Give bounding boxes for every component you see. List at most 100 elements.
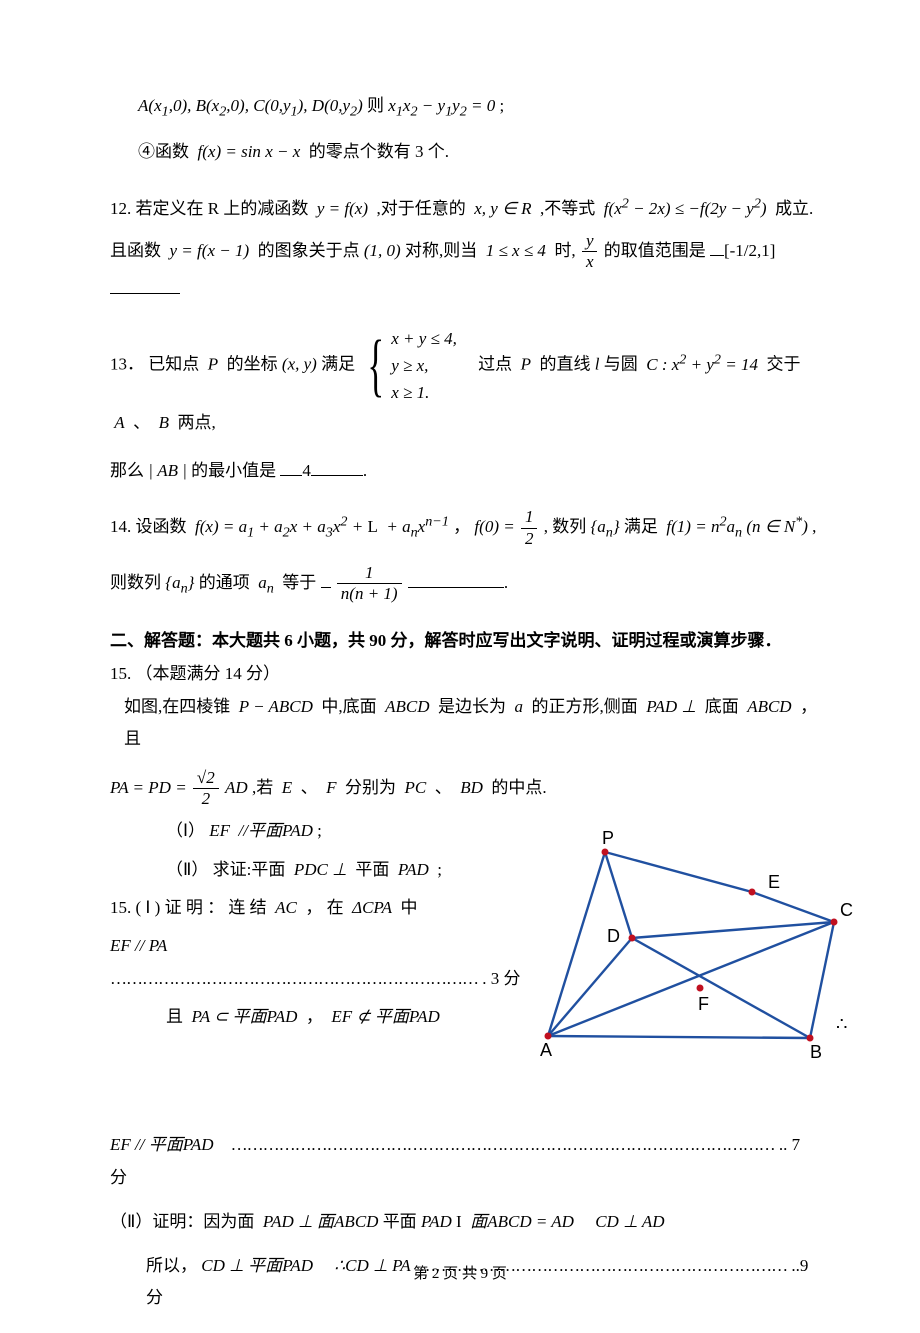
vertex-C — [831, 919, 838, 926]
q14-l2a: 则数列 — [110, 573, 161, 592]
q12-t1: 若定义在 R 上的减函数 — [136, 199, 309, 218]
therefore-symbol: ∴ — [836, 1014, 847, 1034]
edge-D-B — [632, 938, 810, 1038]
sol15-dots1: …………………………………………………………… — [110, 969, 478, 988]
q13-t8: 、 — [133, 413, 150, 432]
sol15-p1c: 中 — [400, 898, 417, 917]
q13-l2a: 那么 — [110, 461, 144, 480]
q15-t11: 、 — [435, 777, 452, 796]
q15-p2: （Ⅱ） — [166, 860, 208, 879]
q14-f0-den: 2 — [521, 529, 538, 549]
q11-line1: A(x1,0), B(x2,0), C(0,y1), D(0,y2) 则 x1x… — [110, 90, 820, 122]
q12-line1: 12. 若定义在 R 上的减函数 y = f(x) ,对于任意的 x, y ∈ … — [110, 193, 820, 225]
vertex-E — [749, 889, 756, 896]
q15-p1: （Ⅰ） — [166, 821, 205, 840]
q12-line2: 且函数 y = f(x − 1) 的图象关于点 (1, 0) 对称,则当 1 ≤… — [110, 231, 820, 305]
q11-line1-mid: 则 — [367, 96, 384, 115]
sol15-p2c: 平面 — [383, 1212, 417, 1231]
q15-t10: 分别为 — [345, 777, 396, 796]
q14-blank-pre — [321, 568, 331, 588]
q15-line1: 如图,在四棱锥 P − ABCD 中,底面 ABCD 是边长为 a 的正方形,侧… — [110, 691, 820, 756]
q11-t4b: 的零点个数有 3 个. — [309, 142, 449, 161]
sol15-l5: （Ⅱ）证明：因为面 PAD ⊥ 面ABCD 平面 PAD I 面ABCD = A… — [110, 1206, 820, 1238]
vertex-D — [629, 935, 636, 942]
page-footer: 第 2 页 共 9 页 — [0, 1262, 920, 1283]
label-B: B — [810, 1042, 822, 1062]
sol15-dots4: ………………………………………………………………………………………… — [231, 1135, 775, 1154]
label-C: C — [840, 900, 853, 920]
q13-t3: 满足 — [321, 355, 355, 374]
q14-line2: 则数列 {an} 的通项 an 等于 1n(n + 1) . — [110, 563, 820, 605]
q12-t3: ,不等式 — [540, 199, 595, 218]
vertex-P — [602, 849, 609, 856]
q13-t9: 两点, — [178, 413, 216, 432]
q12-t8: 时, — [554, 241, 575, 260]
vertex-A — [545, 1033, 552, 1040]
q14-l2b: 的通项 — [199, 573, 250, 592]
edge-B-C — [810, 922, 834, 1038]
label-F: F — [698, 994, 709, 1014]
q13-t6: 与圆 — [604, 355, 638, 374]
q12-blank-post — [110, 274, 180, 294]
q13-blank-post — [311, 456, 363, 476]
sol15-p1a: ( Ⅰ ) 证 明 ： 连 结 — [136, 898, 267, 917]
q14-ans-den: n(n + 1) — [337, 584, 402, 604]
q15-t3: 是边长为 — [438, 697, 506, 716]
q13-line2: 那么 | AB | 的最小值是 4. — [110, 455, 820, 487]
q12-blank-pre — [710, 236, 724, 256]
sol15-num: 15. — [110, 898, 131, 917]
label-D: D — [607, 926, 620, 946]
q15-t6: 底面 — [705, 697, 739, 716]
pyramid-figure: PECDFAB∴ — [490, 830, 860, 1070]
q15-p2t: 求证:平面 — [213, 860, 286, 879]
sol15-p1b: ， 在 — [305, 898, 343, 917]
q15-p2b: 平面 — [355, 860, 389, 879]
edge-A-C — [548, 922, 834, 1036]
label-A: A — [540, 1040, 552, 1060]
q14-t2: ， — [453, 517, 470, 536]
edge-A-D — [548, 938, 632, 1036]
sol15-l3a: 且 — [166, 1007, 183, 1026]
q13-answer: 4 — [302, 461, 311, 480]
sol15-p2a: （Ⅱ）证明：因为面 — [110, 1212, 254, 1231]
q12-t5: 且函数 — [110, 241, 161, 260]
sol15-l3c: ， — [306, 1007, 323, 1026]
q14-ans-num: 1 — [337, 563, 402, 584]
edge-E-C — [752, 892, 834, 922]
q11-line1-end: ; — [500, 96, 505, 115]
q12-t6: 的图象关于点 — [258, 241, 360, 260]
edge-P-A — [548, 852, 605, 1036]
q14-t4: 满足 — [624, 517, 658, 536]
q13-t1: 已知点 — [148, 355, 199, 374]
q14-t3: , 数列 — [544, 517, 587, 536]
q15-head: 15. （本题满分 14 分） — [110, 663, 820, 685]
q12-t2: ,对于任意的 — [377, 199, 466, 218]
q11-line2: ④函数 f(x) = sin x − x 的零点个数有 3 个. — [110, 136, 820, 168]
vertex-F — [697, 985, 704, 992]
q14-f0-num: 1 — [521, 507, 538, 528]
edge-D-C — [632, 922, 834, 938]
q12-t7: 对称,则当 — [405, 241, 477, 260]
vertex-B — [807, 1035, 814, 1042]
q15-t12: 的中点. — [491, 777, 546, 796]
q15-p2-end: ; — [437, 860, 442, 879]
q15-line2: PA = PD = √22 AD ,若 E 、 F 分别为 PC 、 BD 的中… — [110, 768, 820, 810]
edge-A-B — [548, 1036, 810, 1038]
q15-t9: 、 — [301, 777, 318, 796]
q12-t9: 的取值范围是 — [604, 241, 706, 260]
q11-bullet4: ④ — [138, 142, 155, 161]
q13-line1: 13． 已知点 P 的坐标 (x, y) 满足 { x + y ≤ 4, y ≥… — [110, 325, 820, 439]
q13-num: 13． — [110, 355, 144, 374]
q13-t4: 过点 — [478, 355, 512, 374]
q12-t4: 成立. — [775, 199, 813, 218]
q12-answer: [-1/2,1] — [724, 241, 775, 260]
q13-t7: 交于 — [766, 355, 800, 374]
q14-t1: 设函数 — [136, 517, 187, 536]
pyramid-svg: PECDFAB∴ — [490, 830, 860, 1070]
q14-line1: 14. 设函数 f(x) = a1 + a2x + a3x2 + L + anx… — [110, 507, 820, 549]
q14-t5: , — [812, 517, 816, 536]
q13-t2: 的坐标 — [227, 355, 278, 374]
q13-t5: 的直线 — [540, 355, 591, 374]
q14-l2c: 等于 — [282, 573, 316, 592]
label-E: E — [768, 872, 780, 892]
